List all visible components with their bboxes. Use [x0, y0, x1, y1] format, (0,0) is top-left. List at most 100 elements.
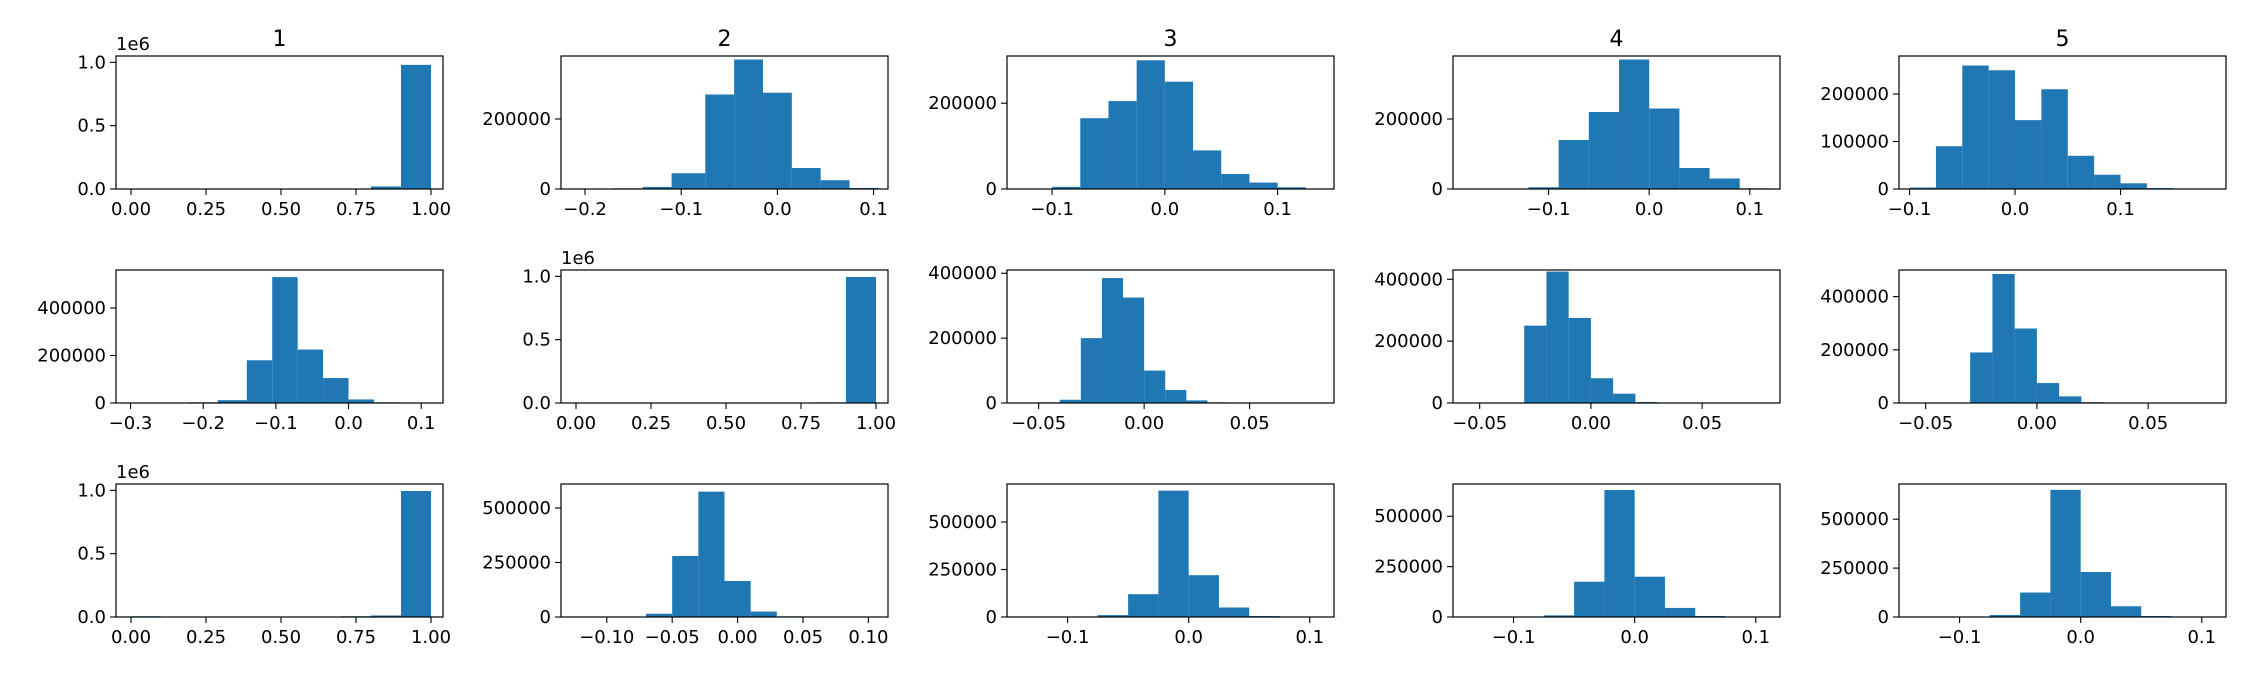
subplot-r1-c2: −0.2 −0.1 0.0 0.1 0 200000 2	[482, 27, 889, 220]
histogram-bar	[2015, 120, 2042, 190]
histogram-bar	[1679, 168, 1710, 189]
x-tick-label: −0.1	[1046, 627, 1090, 648]
histogram-bar	[1962, 65, 1989, 189]
x-tick-label: 0.25	[186, 199, 226, 220]
y-tick-label: 0	[1878, 179, 1889, 200]
x-tick-label: −0.1	[1492, 627, 1536, 648]
x-tick-label: 0.00	[1571, 413, 1611, 434]
x-tick-label: 0.1	[407, 413, 436, 434]
y-tick-label: 1.0	[522, 266, 551, 287]
histogram-bar	[2020, 592, 2051, 617]
axes-frame	[1898, 269, 2227, 404]
x-tick-label: 0.05	[2128, 413, 2168, 434]
histogram-bar	[1988, 70, 2016, 189]
y-tick-label: 0.0	[77, 179, 106, 200]
axes-frame	[560, 55, 889, 190]
axes-frame	[1452, 55, 1781, 190]
histogram-bar	[1080, 118, 1109, 189]
x-tick-label: 0.1	[1295, 627, 1324, 648]
y-tick-label: 400000	[37, 298, 106, 319]
histogram-bar	[1524, 325, 1547, 403]
histogram-bar	[1144, 370, 1166, 403]
subplot-r2-c3: −0.05 0.00 0.05 0 200000 400000	[928, 263, 1335, 434]
x-tick-label: 1.00	[411, 627, 451, 648]
histogram-bar	[698, 491, 725, 617]
y-tick-label: 0.5	[77, 116, 106, 137]
x-tick-label: 0.25	[631, 413, 671, 434]
subplot-r3-c4: −0.1 0.0 0.1 0 250000 500000	[1374, 483, 1787, 648]
x-tick-label: −0.05	[1452, 413, 1507, 434]
y-tick-label: 200000	[928, 93, 997, 114]
histogram-bar	[1101, 278, 1124, 403]
subplot-r3-c3: −0.1 0.0 0.1 0 250000 500000	[928, 483, 1341, 648]
y-tick-label: 400000	[1374, 269, 1443, 290]
y-tick-label: 500000	[1374, 506, 1443, 527]
y-tick-label: 0.5	[522, 330, 551, 351]
histogram-bar	[1158, 490, 1189, 617]
x-tick-label: 0.05	[783, 627, 823, 648]
x-tick-label: 0.50	[261, 627, 301, 648]
subplot-r3-c2: −0.10 −0.05 0.00 0.05 0.10 0 250000 500000	[482, 483, 889, 648]
axes-frame	[115, 483, 444, 618]
y-offset-label: 1e6	[116, 462, 150, 483]
subplot-r3-c5: −0.1 0.0 0.1 0 250000 500000	[1820, 483, 2233, 648]
histogram-bar	[217, 400, 247, 403]
y-tick-label: 100000	[1820, 132, 1889, 153]
axes-frame	[1006, 55, 1335, 190]
y-tick-label: 400000	[928, 263, 997, 284]
histogram-bar	[1970, 352, 1993, 403]
histogram-bar	[2067, 155, 2095, 189]
y-tick-label: 250000	[482, 552, 551, 573]
histogram-bar	[1935, 146, 1963, 189]
x-tick-label: −0.1	[1938, 627, 1982, 648]
histogram-bar	[348, 399, 374, 403]
histogram-bar	[2120, 183, 2147, 189]
subplot-r2-c5: −0.05 0.00 0.05 0 200000 400000	[1820, 269, 2227, 434]
x-tick-label: −0.05	[1011, 413, 1066, 434]
histogram-bar	[791, 168, 821, 189]
histogram-bar	[246, 360, 273, 403]
subplot-title: 3	[1164, 27, 1178, 52]
x-tick-label: 0.00	[2017, 413, 2057, 434]
histogram-bar	[1546, 271, 1569, 403]
axes-frame	[1898, 483, 2227, 618]
x-tick-label: 0.75	[336, 199, 376, 220]
y-tick-label: 0	[1432, 179, 1443, 200]
subplot-title: 1	[273, 27, 287, 52]
histogram-bar	[1528, 187, 1559, 189]
histogram-bar	[1590, 378, 1614, 403]
histogram-bar	[297, 349, 324, 403]
histogram-bar	[371, 615, 401, 617]
y-tick-label: 0	[95, 393, 106, 414]
subplot-r3-c1: 0.00 0.25 0.50 0.75 1.00 0.0 0.5 1.0 1e6	[77, 462, 451, 648]
histogram-bar	[401, 490, 431, 617]
histogram-bar	[1649, 108, 1680, 189]
histogram-bar	[272, 277, 298, 404]
histogram-bar	[1164, 81, 1194, 189]
histogram-bar	[2080, 572, 2111, 617]
x-tick-label: 0.75	[781, 413, 821, 434]
x-tick-label: 0.0	[2001, 199, 2030, 220]
x-tick-label: −0.05	[645, 627, 700, 648]
histogram-bar	[1558, 140, 1589, 189]
histogram-bar	[846, 276, 876, 403]
histogram-bar	[401, 64, 431, 189]
histogram-bar	[1052, 186, 1081, 189]
subplot-r1-c4: −0.1 0.0 0.1 0 200000 4	[1374, 27, 1781, 220]
y-tick-label: 250000	[1374, 557, 1443, 578]
y-tick-label: 500000	[1820, 509, 1889, 530]
x-tick-label: −0.1	[1888, 199, 1932, 220]
histogram-bar	[1992, 273, 2015, 403]
y-tick-label: 200000	[1374, 331, 1443, 352]
histogram-bar	[1059, 399, 1081, 403]
histogram-bar	[724, 581, 751, 617]
x-tick-label: 1.00	[856, 413, 896, 434]
x-tick-label: 0.00	[718, 627, 758, 648]
y-tick-label: 0	[986, 607, 997, 628]
x-tick-label: 0.00	[111, 199, 151, 220]
subplot-title: 4	[1610, 27, 1624, 52]
axes-frame	[1898, 55, 2227, 190]
histogram-bar	[1574, 581, 1605, 617]
y-tick-label: 0.5	[77, 544, 106, 565]
